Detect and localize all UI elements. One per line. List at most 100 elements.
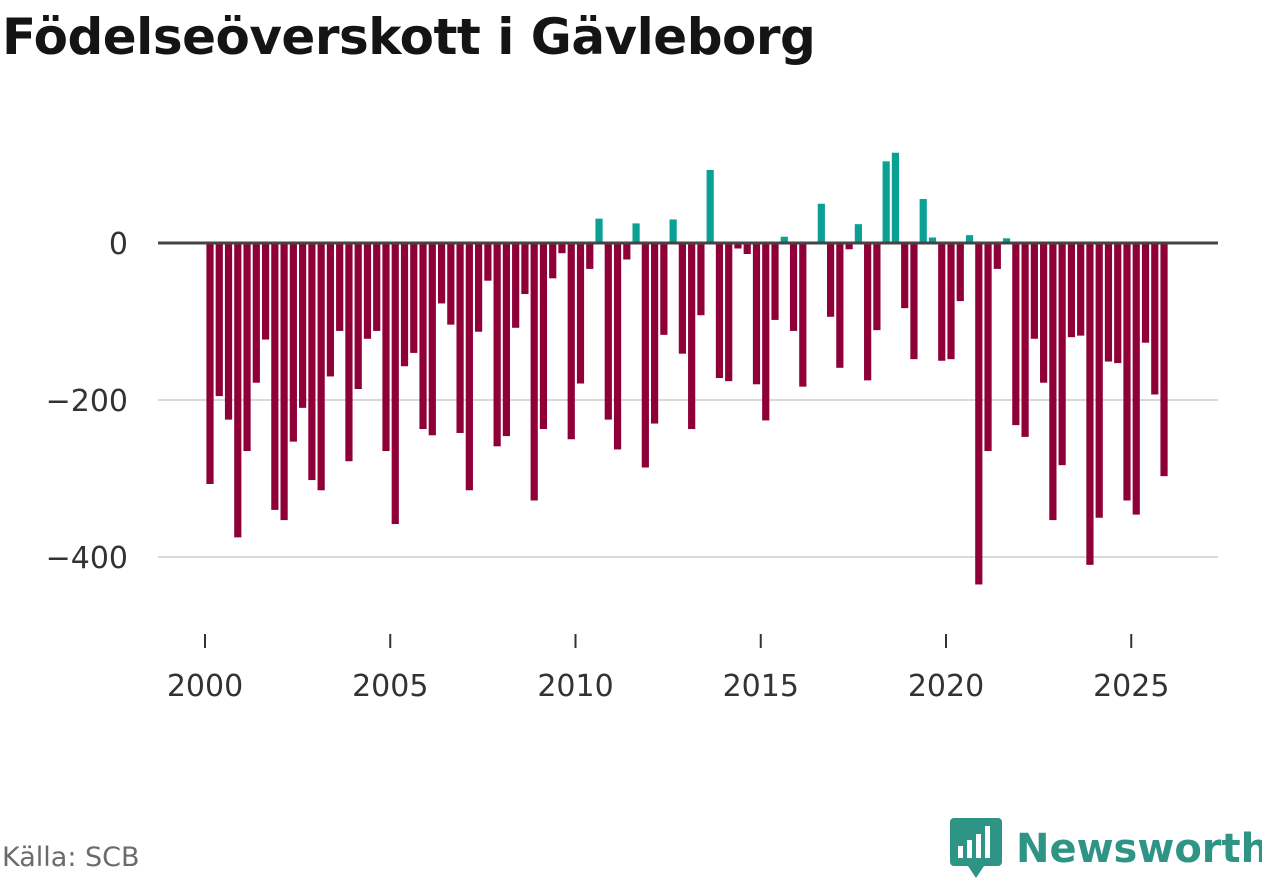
bar-negative	[771, 243, 779, 320]
bar-negative	[419, 243, 427, 430]
bar-positive	[891, 152, 900, 243]
bar-negative	[512, 243, 520, 328]
bar-positive	[706, 169, 714, 243]
bar-negative	[678, 243, 686, 354]
bar-negative	[651, 243, 659, 424]
bar-negative	[688, 243, 696, 430]
bar-negative	[623, 243, 631, 260]
x-tick-label: 2015	[723, 669, 799, 704]
bar-negative	[1104, 243, 1113, 362]
bar-negative	[465, 243, 473, 491]
bar-negative	[336, 243, 344, 331]
bar-negative	[521, 243, 529, 295]
bar-negative	[539, 243, 548, 430]
bar-negative	[576, 243, 585, 384]
bar-positive	[669, 219, 677, 243]
bar-negative	[558, 243, 566, 254]
bar-negative	[252, 243, 260, 383]
source-label: Källa: SCB	[2, 842, 140, 873]
bar-negative	[261, 243, 270, 340]
bar-negative	[1030, 243, 1038, 339]
bar-negative	[586, 243, 594, 269]
bar-negative	[864, 243, 872, 381]
bar-negative	[271, 243, 279, 510]
y-tick-label: −400	[46, 541, 128, 576]
bar-negative	[484, 243, 492, 281]
bar-positive	[965, 235, 974, 243]
bar-negative	[567, 243, 575, 440]
bar-negative	[910, 243, 918, 360]
bar-negative	[1095, 243, 1103, 518]
gridlines	[158, 399, 1218, 558]
bar-positive	[632, 223, 640, 243]
bar-negative	[234, 243, 242, 538]
bar-negative	[1012, 243, 1020, 426]
bar-negative	[437, 243, 446, 304]
bar-negative	[697, 243, 705, 316]
bar-negative	[1049, 243, 1057, 521]
bar-negative	[984, 243, 992, 452]
bar-negative	[1160, 243, 1168, 477]
bar-negative	[1021, 243, 1029, 437]
bar-negative	[901, 243, 909, 309]
bar-negative	[836, 243, 844, 368]
bar-negative	[224, 243, 233, 420]
bar-negative	[549, 243, 557, 279]
bar-negative	[715, 243, 724, 379]
bar-negative	[428, 243, 436, 436]
bar-negative	[1058, 243, 1066, 466]
bar-negative	[317, 243, 325, 491]
bar-positive	[882, 161, 890, 243]
x-tick-label: 2010	[537, 669, 613, 704]
bar-negative	[1114, 243, 1122, 364]
bar-negative	[299, 243, 307, 408]
bar-negative	[493, 243, 501, 447]
bar-negative	[641, 243, 649, 468]
bar-negative	[354, 243, 362, 390]
bar-negative	[289, 243, 297, 442]
bar-negative	[660, 243, 668, 335]
bar-positive	[928, 237, 937, 243]
bar-negative	[762, 243, 770, 421]
bar-negative	[373, 243, 381, 331]
bar-negative	[993, 243, 1001, 269]
bar-negative	[1141, 243, 1150, 343]
bar-negative	[799, 243, 807, 387]
bar-negative	[789, 243, 798, 331]
bar-negative	[502, 243, 510, 437]
bar-positive	[817, 203, 825, 243]
bar-negative	[243, 243, 251, 452]
bar-negative	[391, 243, 399, 525]
bar-negative	[475, 243, 483, 332]
bar-negative	[530, 243, 538, 501]
brand-name: Newsworthy	[1016, 826, 1262, 872]
bar-negative	[280, 243, 288, 521]
bar-negative	[845, 243, 853, 250]
x-tick-label: 2020	[908, 669, 984, 704]
bar-negative	[215, 243, 223, 397]
bar-positive	[854, 224, 862, 243]
bar-negative	[1077, 243, 1085, 336]
bar-negative	[613, 243, 622, 450]
bars	[206, 152, 1168, 585]
x-tick-label: 2000	[167, 669, 243, 704]
bar-negative	[1086, 243, 1094, 565]
bar-negative	[743, 243, 751, 254]
bar-negative	[938, 243, 946, 361]
chart-title: Födelseöverskott i Gävleborg	[2, 8, 816, 66]
bar-positive	[780, 236, 788, 243]
bar-negative	[734, 243, 742, 249]
bar-negative	[947, 243, 955, 360]
bar-negative	[1132, 243, 1140, 515]
bar-negative	[382, 243, 390, 452]
bar-negative	[975, 243, 983, 585]
bar-negative	[345, 243, 353, 462]
bar-negative	[308, 243, 316, 481]
bar-negative	[725, 243, 733, 382]
bar-negative	[363, 243, 372, 339]
bar-positive	[1002, 238, 1011, 243]
newsworthy-logo[interactable]: Newsworthy	[950, 818, 1262, 880]
bar-chart-bubble-icon	[950, 818, 1002, 878]
bar-negative	[604, 243, 612, 420]
y-tick-label: 0	[109, 227, 128, 262]
